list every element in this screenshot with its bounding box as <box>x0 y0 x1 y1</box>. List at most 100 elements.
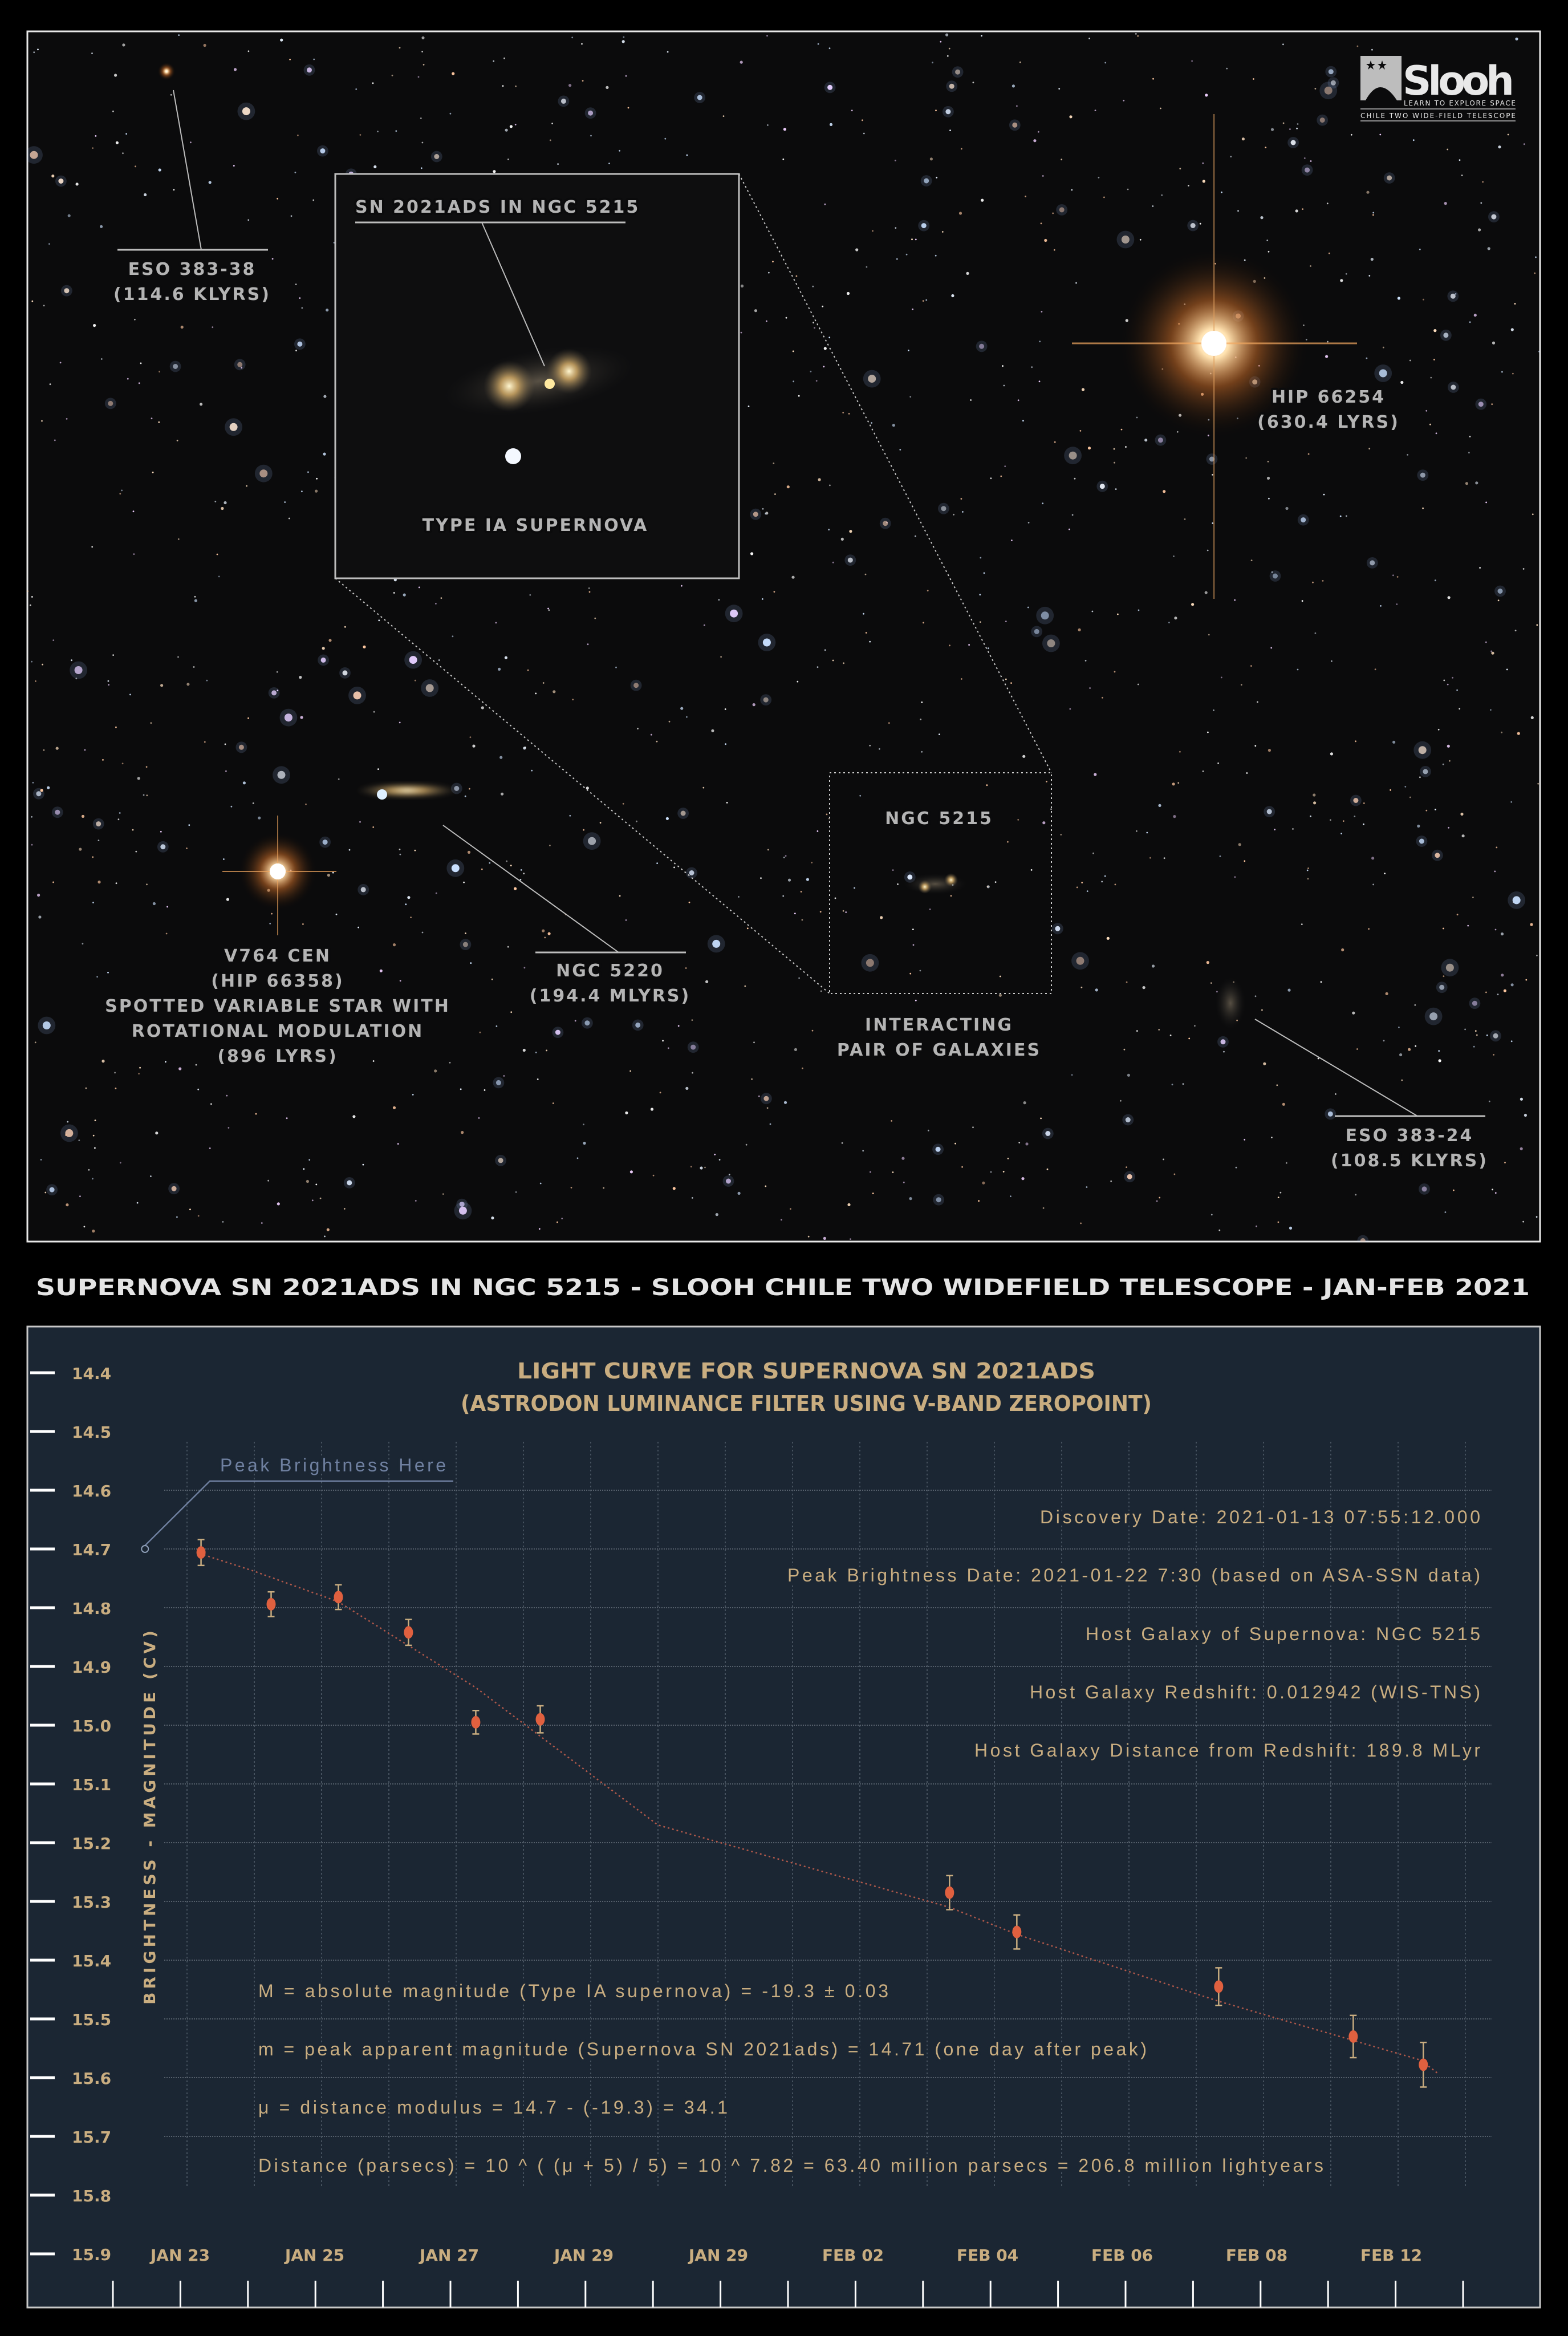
star <box>320 148 326 154</box>
star <box>1387 175 1392 181</box>
star <box>186 683 190 686</box>
star <box>1142 986 1145 989</box>
star <box>863 132 865 135</box>
star <box>170 94 172 96</box>
star <box>572 699 574 700</box>
star <box>38 915 42 919</box>
star <box>152 471 154 473</box>
star <box>1207 731 1209 733</box>
label-hip-66254: HIP 66254 (630.4 LYRS) <box>1255 385 1400 435</box>
star <box>828 47 831 50</box>
star <box>255 1113 257 1115</box>
star <box>158 168 161 172</box>
star-glow <box>1419 1183 1430 1195</box>
star <box>625 75 627 77</box>
star <box>1005 620 1007 622</box>
star <box>49 383 51 386</box>
star <box>81 814 85 818</box>
star <box>1260 216 1264 220</box>
star <box>51 175 55 178</box>
star <box>1007 841 1009 843</box>
star-glow <box>1494 585 1506 597</box>
x-tick-label: JAN 29 <box>553 2246 614 2265</box>
star <box>515 85 517 87</box>
star <box>1439 984 1445 990</box>
star <box>469 788 470 790</box>
star <box>377 768 379 770</box>
star <box>31 816 33 818</box>
star <box>412 1094 414 1096</box>
star <box>1158 1029 1160 1031</box>
label-ngc-5220: NGC 5220 (194.4 MLYRS) <box>442 825 691 1008</box>
star <box>935 254 937 257</box>
star-glow <box>1325 1108 1337 1120</box>
star <box>52 639 55 641</box>
y-tick-label: 15.6 <box>72 2069 111 2088</box>
star <box>1010 682 1012 684</box>
star <box>542 682 545 684</box>
star <box>829 484 831 486</box>
star <box>1520 1147 1523 1150</box>
star <box>261 1222 263 1224</box>
star <box>82 943 84 945</box>
star <box>452 635 454 638</box>
star <box>892 424 895 427</box>
star <box>980 557 982 559</box>
star <box>1246 772 1248 774</box>
star <box>817 666 819 668</box>
star <box>189 1208 191 1211</box>
y-tick-label: 15.8 <box>72 2187 111 2205</box>
star <box>998 993 1002 997</box>
star <box>1421 1186 1427 1192</box>
star <box>135 165 136 168</box>
star <box>546 1049 547 1052</box>
star <box>722 115 725 117</box>
star <box>1302 208 1304 210</box>
star <box>948 47 950 50</box>
star-glow <box>722 1175 734 1187</box>
star-glow <box>254 464 273 482</box>
star <box>1114 883 1116 886</box>
star <box>66 1203 69 1207</box>
star <box>689 870 694 875</box>
star <box>869 744 871 747</box>
label-line: (896 LYRS) <box>217 1047 338 1066</box>
star <box>1350 133 1352 136</box>
label-line: NGC 5220 <box>556 961 664 981</box>
star <box>216 553 218 555</box>
star <box>1340 833 1343 834</box>
star <box>548 609 550 611</box>
star <box>288 517 290 520</box>
star <box>1256 1225 1257 1227</box>
star <box>1042 502 1044 505</box>
star <box>1419 776 1421 778</box>
star <box>1498 145 1501 149</box>
star <box>1080 987 1083 988</box>
star <box>1331 660 1333 662</box>
star <box>1339 515 1342 517</box>
star <box>950 895 952 897</box>
star-glow <box>1424 1007 1443 1025</box>
label-line: ESO 383-38 <box>128 259 257 279</box>
star <box>1285 506 1289 510</box>
x-tick-label: FEB 04 <box>957 2246 1018 2265</box>
star <box>936 176 938 179</box>
star <box>909 1197 912 1201</box>
star <box>1040 222 1042 225</box>
star <box>1485 641 1487 643</box>
star <box>214 501 217 502</box>
star <box>1522 1220 1525 1223</box>
star <box>417 76 420 78</box>
x-tick-label: JAN 29 <box>688 2246 748 2265</box>
star <box>1138 609 1140 611</box>
star <box>358 926 359 928</box>
star <box>1479 567 1481 569</box>
formula-distance: Distance (parsecs) = 10 ^ ( (μ + 5) / 5)… <box>258 2155 1323 2176</box>
star <box>763 1096 769 1101</box>
star <box>782 895 785 897</box>
star <box>470 962 472 964</box>
star <box>768 271 770 274</box>
star <box>685 1086 689 1090</box>
star <box>750 552 754 555</box>
star <box>924 178 929 184</box>
